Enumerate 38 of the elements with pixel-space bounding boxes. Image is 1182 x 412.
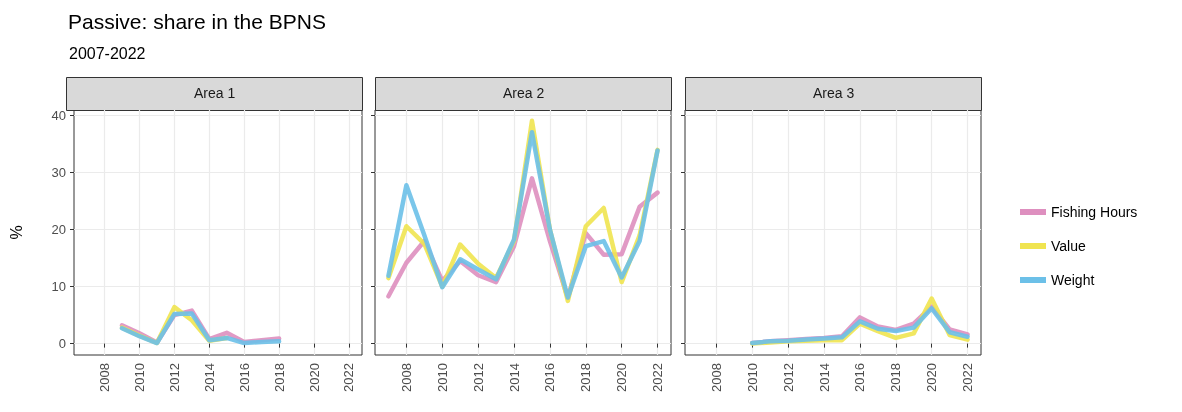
x-tick-label: 2014 bbox=[816, 363, 832, 392]
x-tick-label: 2012 bbox=[166, 363, 182, 392]
y-tick-label: 20 bbox=[51, 222, 66, 238]
x-tick-label: 2008 bbox=[97, 363, 113, 392]
x-tick-label: 2020 bbox=[924, 363, 940, 392]
x-tick-label: 2010 bbox=[434, 363, 450, 392]
text: Area 1 bbox=[194, 85, 236, 101]
x-tick-label: 2018 bbox=[578, 363, 594, 392]
x-tick-label: 2016 bbox=[236, 363, 252, 392]
x-tick-label: 2020 bbox=[306, 363, 322, 392]
x-tick-label: 2010 bbox=[131, 363, 147, 392]
y-tick-label: 10 bbox=[51, 279, 66, 295]
x-tick-label: 2018 bbox=[888, 363, 904, 392]
x-tick-label: 2020 bbox=[614, 363, 630, 392]
x-tick-label: 2012 bbox=[780, 363, 796, 392]
y-axis-title: % bbox=[7, 225, 25, 240]
x-tick-label: 2012 bbox=[470, 363, 486, 392]
x-tick-label: 2014 bbox=[201, 363, 217, 392]
text: Area 2 bbox=[503, 85, 545, 101]
x-tick-label: 2008 bbox=[398, 363, 414, 392]
x-tick-label: 2022 bbox=[650, 363, 666, 392]
x-tick-label: 2008 bbox=[708, 363, 724, 392]
text: Area 3 bbox=[813, 85, 855, 101]
chart-subtitle: 2007-2022 bbox=[69, 44, 146, 62]
x-tick-label: 2016 bbox=[852, 363, 868, 392]
x-tick-label: 2018 bbox=[271, 363, 287, 392]
x-tick-label: 2010 bbox=[744, 363, 760, 392]
x-tick-label: 2016 bbox=[542, 363, 558, 392]
y-tick-label: 30 bbox=[51, 165, 66, 181]
legend-label: Weight bbox=[1051, 272, 1095, 288]
x-tick-label: 2022 bbox=[960, 363, 976, 392]
x-tick-label: 2022 bbox=[341, 363, 357, 392]
y-tick-label: 0 bbox=[58, 336, 66, 352]
x-tick-label: 2014 bbox=[506, 363, 522, 392]
chart-title: Passive: share in the BPNS bbox=[68, 10, 326, 33]
y-tick-label: 40 bbox=[51, 108, 66, 124]
legend-label: Fishing Hours bbox=[1051, 204, 1138, 220]
legend-label: Value bbox=[1051, 238, 1086, 254]
